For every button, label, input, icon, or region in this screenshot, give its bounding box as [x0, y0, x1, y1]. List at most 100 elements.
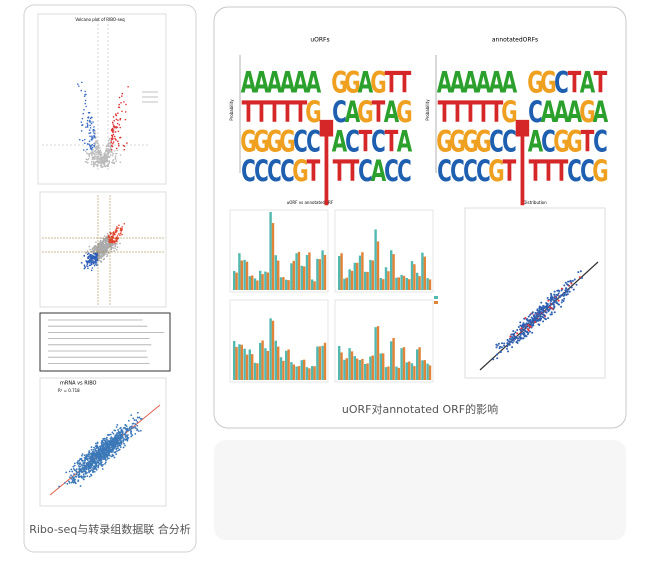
dot: [83, 255, 86, 257]
logo-letter: T: [268, 95, 282, 129]
dot: [104, 461, 107, 464]
dot: [94, 247, 97, 249]
dot: [99, 449, 102, 451]
dot: [84, 90, 86, 93]
dot: [114, 138, 117, 141]
dot: [116, 122, 119, 125]
dot: [83, 95, 86, 97]
dot: [86, 148, 88, 151]
bar: [318, 346, 321, 380]
dot: [93, 461, 96, 464]
dot: [79, 485, 82, 487]
bar: [251, 354, 254, 380]
dot: [510, 333, 513, 336]
dot: [519, 321, 522, 324]
bar: [387, 271, 390, 290]
logo-letter: T: [581, 125, 595, 159]
dot: [81, 476, 84, 479]
dot: [112, 141, 115, 143]
logo-letter: C: [384, 154, 399, 188]
bar: [316, 346, 319, 380]
dot: [86, 261, 88, 263]
dot: [94, 150, 96, 153]
bar: [266, 351, 269, 380]
bar: [295, 366, 298, 380]
dot: [94, 245, 96, 247]
dot: [95, 452, 98, 455]
legend-swatch: [434, 296, 438, 299]
dot: [72, 478, 75, 481]
dot: [111, 244, 114, 247]
dot: [88, 155, 91, 158]
bar: [343, 359, 346, 380]
logo-letter: T: [359, 125, 373, 159]
logo-letter: C: [541, 125, 556, 159]
dot: [553, 297, 556, 300]
dot: [118, 224, 120, 227]
dot: [92, 471, 94, 474]
logo-letter: T: [516, 96, 530, 233]
dot: [114, 429, 117, 432]
dot: [558, 295, 561, 298]
dot: [136, 420, 139, 423]
dot: [85, 456, 88, 459]
dot: [94, 445, 97, 448]
dot: [88, 132, 91, 135]
bar: [256, 363, 259, 380]
dot: [579, 270, 582, 273]
dot: [543, 306, 546, 309]
dot: [68, 476, 71, 479]
dot: [113, 126, 116, 129]
bar: [418, 276, 421, 290]
bar: [395, 277, 398, 290]
dot: [111, 450, 114, 452]
dot: [113, 162, 116, 165]
dot: [85, 126, 87, 128]
logo-letter: G: [305, 95, 321, 129]
dot: [93, 153, 96, 156]
dot: [96, 455, 99, 458]
dot: [108, 454, 111, 457]
bar: [387, 366, 390, 380]
bar: [371, 355, 374, 380]
dot: [117, 106, 120, 109]
logo-letter: G: [579, 95, 595, 129]
logo-letter: T: [346, 154, 360, 188]
dot: [104, 449, 106, 452]
dot: [58, 485, 61, 488]
logo-letter: A: [502, 66, 518, 100]
dot: [88, 245, 91, 248]
bar: [259, 342, 262, 380]
bar-title: uORF vs annotatedORF: [287, 200, 334, 205]
dot: [507, 350, 510, 353]
dot: [104, 159, 107, 162]
dot: [127, 436, 130, 439]
dot: [73, 462, 76, 465]
dot: [127, 419, 130, 422]
dot: [87, 257, 90, 260]
dot: [100, 441, 103, 443]
dot: [97, 149, 100, 152]
dot: [98, 158, 101, 161]
dot: [104, 454, 107, 456]
dot: [515, 341, 518, 344]
dot: [116, 445, 119, 447]
dot: [526, 319, 529, 322]
dot: [100, 462, 102, 465]
dot: [81, 453, 84, 456]
dot: [514, 338, 517, 341]
logo-letter: A: [437, 66, 453, 100]
dot: [524, 330, 527, 333]
dot: [112, 439, 114, 442]
dot: [121, 226, 123, 228]
dot: [513, 332, 516, 335]
dot: [91, 467, 94, 469]
right-caption: uORF对annotated ORF的影响: [342, 402, 498, 416]
dot: [117, 145, 120, 147]
dot: [132, 426, 135, 429]
scatter-title: mRNA vs RIBO: [60, 381, 97, 387]
dot: [113, 456, 116, 459]
dot: [573, 278, 576, 281]
dot: [112, 137, 114, 140]
